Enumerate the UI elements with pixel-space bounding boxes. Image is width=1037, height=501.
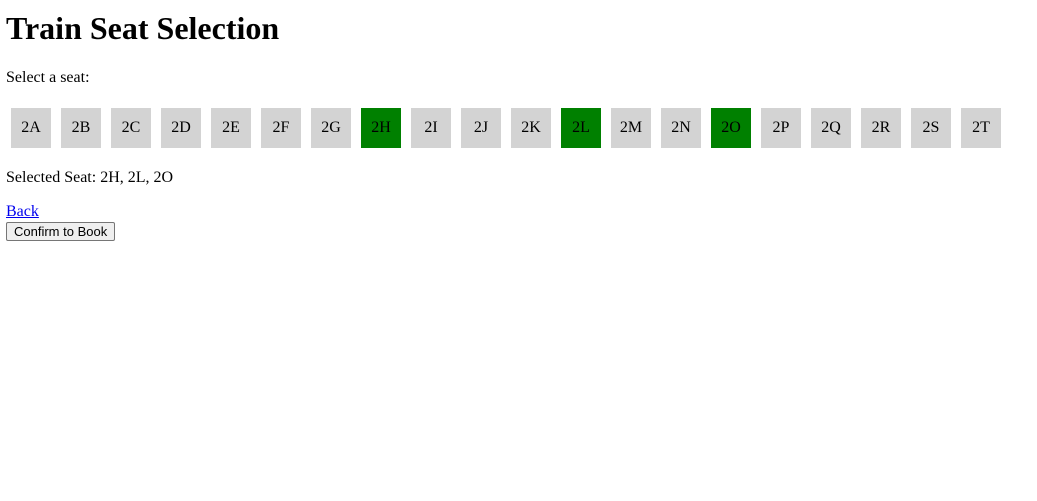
seat-prompt: Select a seat:	[6, 69, 90, 86]
seat-2b[interactable]: 2B	[61, 108, 101, 148]
seat-2e[interactable]: 2E	[211, 108, 251, 148]
page-title: Train Seat Selection	[6, 10, 280, 46]
seat-2d[interactable]: 2D	[161, 108, 201, 148]
back-link[interactable]: Back	[6, 203, 39, 220]
seat-2p[interactable]: 2P	[761, 108, 801, 148]
seat-2i[interactable]: 2I	[411, 108, 451, 148]
seat-2r[interactable]: 2R	[861, 108, 901, 148]
seat-2o[interactable]: 2O	[711, 108, 751, 148]
seat-2t[interactable]: 2T	[961, 108, 1001, 148]
seat-2n[interactable]: 2N	[661, 108, 701, 148]
seat-2h[interactable]: 2H	[361, 108, 401, 148]
seat-2k[interactable]: 2K	[511, 108, 551, 148]
seat-2a[interactable]: 2A	[11, 108, 51, 148]
selected-seats-text: Selected Seat: 2H, 2L, 2O	[6, 169, 174, 186]
seat-2s[interactable]: 2S	[911, 108, 951, 148]
seat-2c[interactable]: 2C	[111, 108, 151, 148]
seat-2j[interactable]: 2J	[461, 108, 501, 148]
seat-2g[interactable]: 2G	[311, 108, 351, 148]
seat-grid: 2A 2B 2C 2D 2E 2F 2G 2H 2I 2J 2K 2L 2M 2N 2O 2P 2Q 2R 2S 2T	[6, 103, 1006, 153]
seat-2m[interactable]: 2M	[611, 108, 651, 148]
confirm-to-book-button[interactable]: Confirm to Book	[6, 222, 116, 241]
seat-2l[interactable]: 2L	[561, 108, 601, 148]
seat-2q[interactable]: 2Q	[811, 108, 851, 148]
seat-2f[interactable]: 2F	[261, 108, 301, 148]
